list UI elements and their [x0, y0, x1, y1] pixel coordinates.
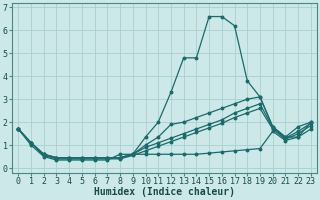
X-axis label: Humidex (Indice chaleur): Humidex (Indice chaleur) [94, 187, 235, 197]
